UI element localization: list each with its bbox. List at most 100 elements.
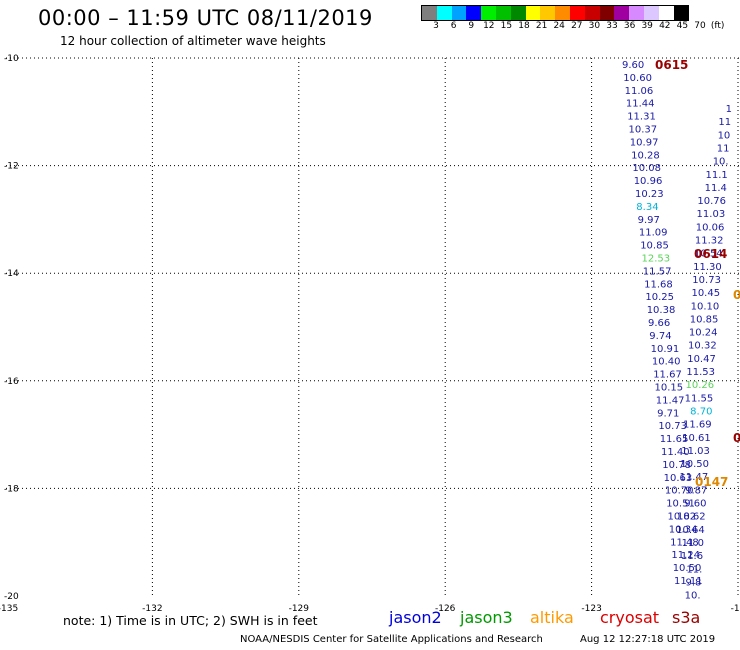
legend-altika: altika <box>530 608 574 627</box>
wave-height-value: 11.03 <box>697 209 726 220</box>
wave-height-value: 10.32 <box>688 341 717 352</box>
wave-height-value: 10. <box>685 591 701 602</box>
legend-swatch <box>643 6 659 20</box>
legend-swatch <box>422 6 437 20</box>
legend-label: 33 <box>606 21 618 31</box>
wave-height-value: 11 <box>717 143 730 154</box>
legend-label: (ft) <box>710 21 725 31</box>
legend-jason2: jason2 <box>389 608 442 627</box>
wave-height-value: 11.30 <box>693 262 722 273</box>
wave-height-value: 10.47 <box>687 354 716 365</box>
wave-height-value: 10.76 <box>697 196 726 207</box>
longitude-label: -132 <box>142 604 162 614</box>
wave-height-value: 10.37 <box>629 125 658 136</box>
wave-height-color-legend <box>421 5 690 21</box>
legend-label: 21 <box>535 21 548 31</box>
legend-label: 18 <box>518 21 530 31</box>
latitude-label: -14 <box>4 269 19 279</box>
legend-swatch <box>436 6 452 20</box>
latitude-label: -20 <box>4 592 19 602</box>
wave-height-value: 9.60 <box>684 499 706 510</box>
wave-height-value: 8.34 <box>636 202 658 213</box>
credit-line: NOAA/NESDIS Center for Satellite Applica… <box>240 634 543 645</box>
legend-cryosat: cryosat <box>600 608 660 627</box>
longitude-label: -126 <box>435 604 456 614</box>
wave-height-value: 11.06 <box>625 86 654 97</box>
wave-height-value: 11.6 <box>681 551 703 562</box>
wave-height-value: 11.40 <box>661 447 690 458</box>
wave-height-value: 10.23 <box>635 189 664 200</box>
wave-height-value: 10.62 <box>677 512 706 523</box>
pass-time-label: 0615 <box>655 58 688 72</box>
wave-height-value: 9.87 <box>685 485 707 496</box>
wave-height-value: 8.70 <box>690 406 712 417</box>
legend-swatch <box>584 6 600 20</box>
legend-label: 9 <box>468 21 475 31</box>
wave-height-value: 11.69 <box>683 420 712 431</box>
latitude-label: -12 <box>4 162 19 172</box>
pass-time-label: 0 <box>733 288 740 302</box>
legend-swatch <box>658 6 674 20</box>
wave-height-value: 10.85 <box>640 241 669 252</box>
wave-height-value: 11.53 <box>686 367 715 378</box>
legend-label: 6 <box>450 21 457 31</box>
legend-label: 30 <box>588 21 601 31</box>
longitude-label: -129 <box>289 604 310 614</box>
wave-height-value: 10.91 <box>651 344 680 355</box>
wave-height-value: 11.65 <box>660 434 689 445</box>
wave-height-value: 9.97 <box>638 215 660 226</box>
wave-height-value: 10.64 <box>676 525 705 536</box>
wave-height-value: 10.10 <box>691 301 720 312</box>
wave-height-value: 11.68 <box>644 279 673 290</box>
legend-swatch <box>599 6 615 20</box>
wave-height-value: 10.06 <box>696 222 725 233</box>
legend-label: 45 <box>676 21 689 31</box>
wave-height-value: 11.4 <box>705 183 727 194</box>
legend-label: 15 <box>500 21 513 31</box>
wave-height-value: 10.08 <box>632 163 661 174</box>
latitude-label: -16 <box>4 377 19 387</box>
wave-height-value: 10.34 <box>669 524 698 535</box>
legend-label: 39 <box>641 21 653 31</box>
wave-height-value: 10.73 <box>658 421 687 432</box>
wave-height-value: 10.61 <box>682 433 711 444</box>
wave-height-value: 10.78 <box>662 460 691 471</box>
legend-swatch <box>540 6 556 20</box>
wave-height-value: 11.24 <box>671 550 700 561</box>
wave-height-value: 11.0 <box>682 538 704 549</box>
wave-height-value: 10.73 <box>692 275 721 286</box>
legend-swatch <box>555 6 570 20</box>
wave-height-value: 11.67 <box>653 370 682 381</box>
wave-height-value: 11.11 <box>674 576 703 587</box>
legend-swatch <box>614 6 630 20</box>
longitude-label: -12 <box>731 604 740 614</box>
wave-height-value: 10.24 <box>689 328 718 339</box>
pass-time-label: 0147 <box>695 475 728 489</box>
legend-swatch <box>525 6 541 20</box>
latitude-label: -18 <box>4 484 19 494</box>
wave-height-value: 10.63 <box>664 473 693 484</box>
wave-height-value: 11.1 <box>705 170 727 181</box>
legend-swatch <box>510 6 526 20</box>
legend-swatch <box>629 6 644 20</box>
wave-height-value: 10.38 <box>647 305 676 316</box>
wave-height-value: 11.44 <box>626 99 655 110</box>
latitude-label: -10 <box>4 54 19 64</box>
wave-height-value: 11.09 <box>639 228 668 239</box>
legend-label: 12 <box>483 21 495 31</box>
wave-height-value: 9.71 <box>657 408 679 419</box>
wave-height-value: 10.40 <box>652 357 681 368</box>
legend-jason3: jason3 <box>460 608 513 627</box>
wave-height-value: 11.48 <box>670 537 699 548</box>
wave-height-value: 11.57 <box>643 266 672 277</box>
generated-timestamp: Aug 12 12:27:18 UTC 2019 <box>580 634 716 645</box>
pass-time-label: 0614 <box>694 247 727 261</box>
wave-height-value: 11.32 <box>695 236 724 247</box>
wave-height-value: 10.28 <box>631 150 660 161</box>
wave-height-value: 9.66 <box>648 318 670 329</box>
legend-swatch <box>495 6 511 20</box>
wave-height-value: 10.96 <box>634 176 663 187</box>
legend-swatch <box>569 6 585 20</box>
wave-height-value: 10.45 <box>691 288 720 299</box>
color-legend-labels: 3 6 9 12 15 18 21 24 27 30 33 36 39 42 45 70 (ft) <box>421 21 737 33</box>
